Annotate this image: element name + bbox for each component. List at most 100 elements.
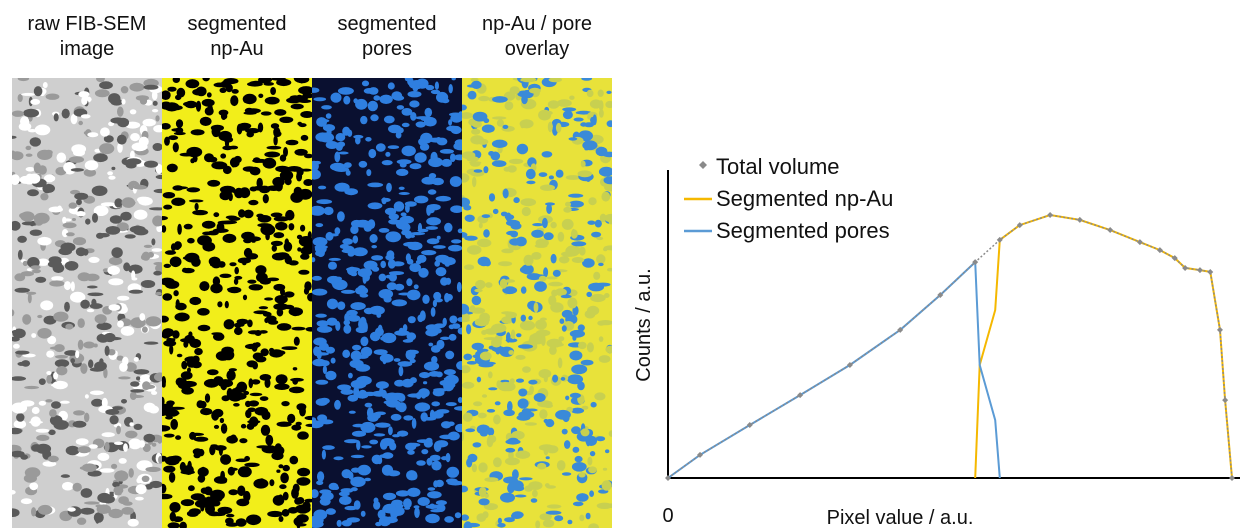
- texture-blob: [12, 376, 26, 381]
- texture-blob: [103, 135, 114, 143]
- texture-blob: [64, 281, 71, 291]
- texture-blob: [12, 135, 17, 139]
- texture-blob: [96, 504, 112, 514]
- texture-blob: [290, 377, 304, 382]
- series-line: [974, 213, 1233, 479]
- texture-blob: [298, 86, 312, 95]
- texture-blob: [62, 222, 77, 229]
- texture-blob: [125, 158, 142, 165]
- texture-blob: [180, 371, 193, 380]
- texture-blob: [108, 175, 116, 180]
- texture-blob: [409, 100, 420, 108]
- texture-blob: [37, 314, 43, 319]
- texture-blob: [108, 508, 123, 519]
- texture-blob: [532, 223, 544, 227]
- texture-blob: [478, 222, 483, 229]
- texture-blob: [78, 120, 83, 126]
- texture-blob: [155, 291, 162, 296]
- texture-blob: [77, 446, 91, 454]
- texture-blob: [171, 128, 182, 132]
- texture-blob: [76, 199, 82, 206]
- texture-blob: [589, 451, 596, 457]
- texture-blob: [269, 479, 275, 487]
- texture-blob: [407, 91, 422, 98]
- texture-blob: [260, 424, 271, 436]
- texture-blob: [321, 449, 326, 460]
- texture-blob: [289, 455, 299, 465]
- texture-blob: [237, 466, 252, 478]
- texture-blob: [313, 97, 327, 102]
- texture-blob: [338, 151, 349, 155]
- texture-blob: [129, 391, 137, 401]
- texture-blob: [545, 456, 550, 460]
- texture-blob: [507, 483, 515, 494]
- texture-blob: [584, 122, 594, 128]
- texture-blob: [502, 124, 509, 129]
- texture-blob: [17, 249, 23, 260]
- texture-blob: [426, 238, 440, 245]
- texture-blob: [601, 480, 612, 491]
- texture-blob: [381, 160, 393, 166]
- texture-blob: [590, 401, 597, 408]
- texture-blob: [129, 109, 137, 115]
- texture-blob: [313, 160, 321, 165]
- texture-blob: [546, 203, 552, 214]
- texture-blob: [585, 435, 597, 446]
- texture-blob: [581, 405, 589, 410]
- texture-blob: [193, 436, 209, 442]
- texture-blob: [335, 133, 346, 142]
- texture-blob: [155, 115, 160, 122]
- texture-blob: [598, 166, 612, 177]
- texture-blob: [139, 313, 146, 321]
- texture-blob: [561, 218, 574, 230]
- texture-blob: [291, 487, 299, 499]
- texture-blob: [350, 302, 366, 311]
- texture-blob: [197, 324, 211, 332]
- texture-blob: [448, 84, 453, 94]
- texture-blob: [117, 142, 123, 153]
- texture-blob: [462, 173, 470, 183]
- texture-blob: [175, 119, 184, 128]
- texture-blob: [428, 371, 441, 377]
- texture-blob: [406, 349, 419, 355]
- texture-blob: [168, 135, 179, 141]
- texture-blob: [303, 179, 312, 186]
- texture-blob: [68, 156, 85, 163]
- texture-blob: [304, 498, 312, 503]
- texture-blob: [472, 120, 482, 128]
- texture-blob: [192, 88, 205, 96]
- texture-blob: [520, 78, 537, 83]
- texture-blob: [546, 504, 562, 509]
- texture-blob: [321, 491, 334, 501]
- texture-blob: [544, 403, 553, 409]
- texture-blob: [325, 508, 336, 515]
- texture-blob: [25, 153, 33, 157]
- texture-blob: [406, 442, 421, 447]
- texture-blob: [188, 199, 204, 203]
- texture-blob: [74, 192, 89, 200]
- texture-blob: [579, 246, 586, 256]
- texture-blob: [163, 204, 173, 210]
- texture-blob: [596, 254, 606, 264]
- texture-blob: [276, 323, 292, 331]
- texture-blob: [127, 518, 139, 527]
- texture-blob: [60, 474, 70, 478]
- texture-blob: [360, 115, 368, 125]
- texture-blob: [225, 215, 238, 220]
- texture-blob: [511, 430, 525, 440]
- texture-blob: [176, 353, 183, 358]
- texture-blob: [464, 235, 478, 241]
- texture-blob: [318, 185, 327, 190]
- texture-blob: [200, 503, 205, 512]
- texture-blob: [108, 278, 124, 286]
- texture-blob: [409, 263, 422, 273]
- texture-blob: [410, 112, 417, 121]
- texture-blob: [33, 86, 43, 97]
- texture-blob: [469, 161, 482, 165]
- texture-blob: [343, 319, 351, 326]
- texture-blob: [557, 231, 565, 242]
- texture-blob: [379, 439, 388, 450]
- texture-blob: [279, 116, 294, 124]
- texture-blob: [439, 434, 455, 440]
- texture-blob: [228, 467, 238, 471]
